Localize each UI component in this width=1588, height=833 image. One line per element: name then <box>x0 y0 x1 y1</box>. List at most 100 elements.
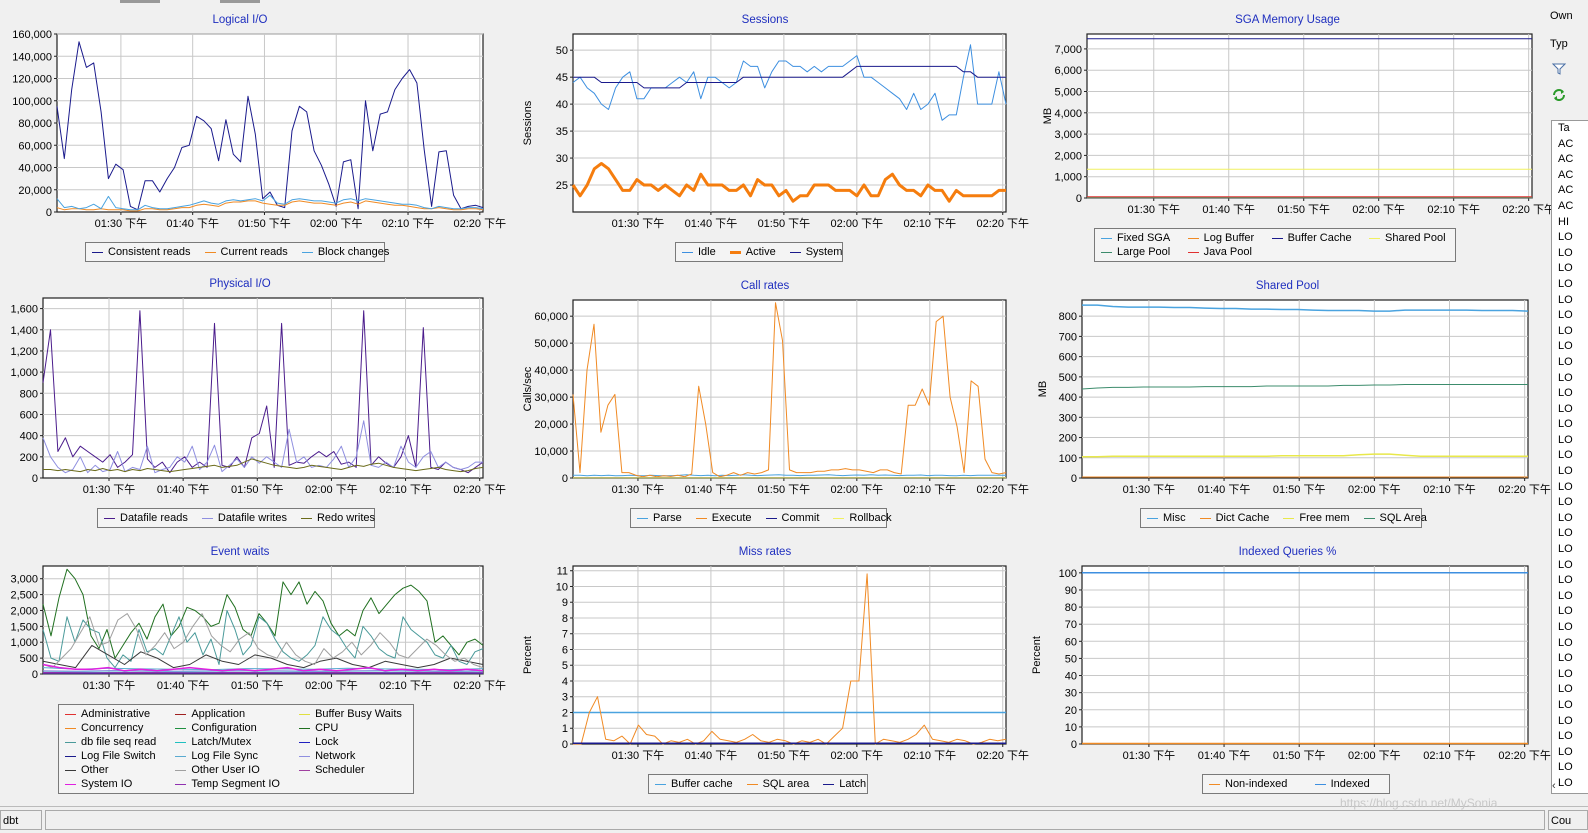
y-tick-label: 60,000 <box>534 311 568 323</box>
legend-entry: Free mem <box>1283 511 1349 525</box>
legend-entry: Dict Cache <box>1200 511 1270 525</box>
legend-swatch <box>299 728 310 729</box>
legend-swatch <box>1283 518 1294 519</box>
x-tick-label: 02:00 下午 <box>310 217 363 230</box>
y-tick-label: 0 <box>1071 739 1077 751</box>
list-item[interactable]: LO <box>1552 230 1588 246</box>
list-item[interactable]: LO <box>1552 760 1588 776</box>
list-item[interactable]: LO <box>1552 698 1588 714</box>
list-item[interactable]: AC <box>1552 168 1588 184</box>
list-item[interactable]: AC <box>1552 199 1588 215</box>
list-item[interactable]: LO <box>1552 293 1588 309</box>
legend-swatch <box>65 714 76 715</box>
x-tick-label: 02:20 下午 <box>453 679 506 692</box>
y-tick-label: 45 <box>556 72 568 84</box>
list-item[interactable]: LO <box>1552 776 1588 792</box>
list-item[interactable]: LO <box>1552 667 1588 683</box>
legend-label: db file seq read <box>81 736 156 748</box>
y-tick-label: 400 <box>1059 392 1077 404</box>
x-tick-label: 02:00 下午 <box>1348 749 1401 762</box>
y-tick-label: 80 <box>1065 602 1077 614</box>
legend-label: Non-indexed <box>1225 778 1287 790</box>
list-item[interactable]: LO <box>1552 339 1588 355</box>
list-item[interactable]: LO <box>1552 308 1588 324</box>
status-main <box>45 810 1545 830</box>
x-tick-label: 02:20 下午 <box>453 483 506 496</box>
list-item[interactable]: LO <box>1552 573 1588 589</box>
status-bar: dbt Cou <box>0 806 1588 833</box>
x-tick-label: 02:20 下午 <box>976 749 1029 762</box>
legend-swatch <box>299 714 310 715</box>
list-item[interactable]: AC <box>1552 183 1588 199</box>
list-item[interactable]: LO <box>1552 480 1588 496</box>
legend-entry: Shared Pool <box>1369 231 1449 245</box>
filter-icon[interactable] <box>1552 62 1566 79</box>
list-item[interactable]: LO <box>1552 402 1588 418</box>
list-item[interactable]: LO <box>1552 714 1588 730</box>
y-tick-label: 100,000 <box>12 96 52 108</box>
list-item[interactable]: LO <box>1552 558 1588 574</box>
list-item[interactable]: AC <box>1552 152 1588 168</box>
list-item[interactable]: LO <box>1552 636 1588 652</box>
x-tick-label: 02:00 下午 <box>831 749 884 762</box>
list-item[interactable]: LO <box>1552 511 1588 527</box>
legend-swatch <box>299 756 310 757</box>
list-item[interactable]: HI <box>1552 215 1588 231</box>
list-item[interactable]: LO <box>1552 604 1588 620</box>
legend-swatch <box>65 728 76 729</box>
list-item[interactable]: LO <box>1552 261 1588 277</box>
list-item[interactable]: LO <box>1552 386 1588 402</box>
x-tick-label: 02:00 下午 <box>305 483 358 496</box>
list-item[interactable]: LO <box>1552 355 1588 371</box>
list-item[interactable]: LO <box>1552 589 1588 605</box>
legend-swatch <box>65 770 76 771</box>
y-tick-label: 3,000 <box>10 574 38 586</box>
list-item[interactable]: LO <box>1552 417 1588 433</box>
legend-swatch <box>823 784 834 785</box>
legend-label: Buffer Cache <box>1288 232 1352 244</box>
x-tick-label: 01:50 下午 <box>758 217 811 230</box>
list-item[interactable]: LO <box>1552 495 1588 511</box>
list-item[interactable]: LO <box>1552 682 1588 698</box>
legend-label: Other <box>81 764 109 776</box>
list-item[interactable]: LO <box>1552 277 1588 293</box>
list-item[interactable]: LO <box>1552 620 1588 636</box>
legend-swatch <box>1364 518 1375 519</box>
x-tick-label: 02:10 下午 <box>903 749 956 762</box>
list-item[interactable]: LO <box>1552 745 1588 761</box>
chevron-left-icon[interactable]: ‹ <box>1552 780 1556 792</box>
refresh-icon[interactable] <box>1552 88 1566 105</box>
x-tick-label: 02:00 下午 <box>1352 203 1405 216</box>
legend-label: Fixed SGA <box>1117 232 1170 244</box>
list-item[interactable]: LO <box>1552 526 1588 542</box>
list-item[interactable]: LO <box>1552 729 1588 745</box>
y-axis-label: Sessions <box>522 100 534 145</box>
list-item[interactable]: LO <box>1552 246 1588 262</box>
list-item[interactable]: LO <box>1552 464 1588 480</box>
list-item[interactable]: LO <box>1552 448 1588 464</box>
list-item[interactable]: LO <box>1552 324 1588 340</box>
list-item[interactable]: LO <box>1552 433 1588 449</box>
list-item[interactable]: LO <box>1552 542 1588 558</box>
y-tick-label: 0 <box>562 739 568 751</box>
legend-label: Buffer Busy Waits <box>315 708 402 720</box>
list-item[interactable]: LO <box>1552 651 1588 667</box>
legend-entry: Rollback <box>833 511 891 525</box>
y-tick-label: 0 <box>46 207 52 219</box>
y-tick-label: 1,500 <box>10 621 38 633</box>
list-header[interactable]: Ta <box>1552 121 1588 137</box>
list-item[interactable]: LO <box>1552 371 1588 387</box>
legend-swatch <box>637 518 648 519</box>
legend-label: Rollback <box>849 512 891 524</box>
y-tick-label: 3 <box>562 692 568 704</box>
x-tick-label: 02:20 下午 <box>976 217 1029 230</box>
list-item[interactable]: AC <box>1552 137 1588 153</box>
legend-swatch <box>682 252 693 253</box>
y-tick-label: 10 <box>1065 722 1077 734</box>
